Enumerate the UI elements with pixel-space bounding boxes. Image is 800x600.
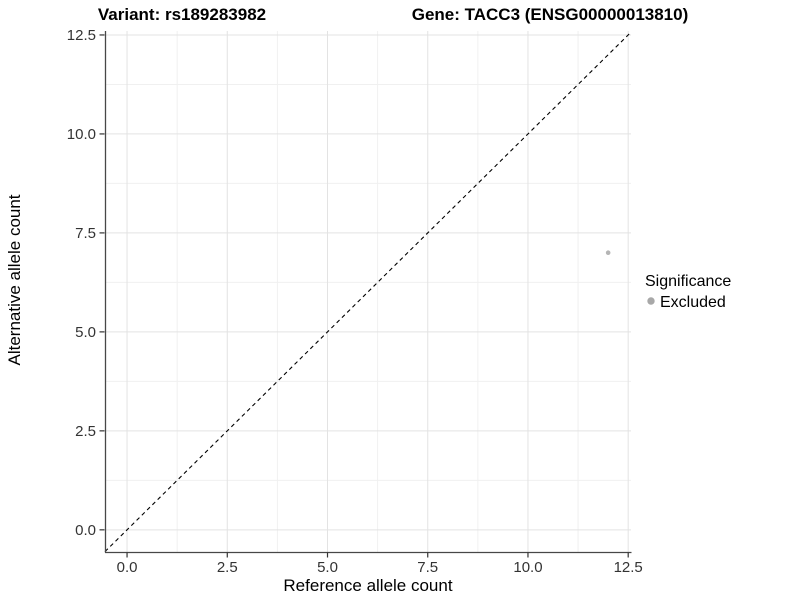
y-tick-label: 12.5 <box>67 27 96 44</box>
x-tick-label: 12.5 <box>614 559 643 576</box>
y-tick-label: 10.0 <box>67 126 96 143</box>
x-axis-ticks: 0.0 2.5 5.0 7.5 10.0 12.5 <box>117 552 643 576</box>
y-axis-title: Alternative allele count <box>5 194 24 365</box>
x-tick-label: 2.5 <box>217 559 238 576</box>
y-tick-label: 5.0 <box>75 324 96 341</box>
y-tick-label: 2.5 <box>75 423 96 440</box>
plot-title-variant: Variant: rs189283982 <box>98 5 266 24</box>
y-tick-label: 7.5 <box>75 225 96 242</box>
x-tick-label: 10.0 <box>513 559 542 576</box>
grid-major-lines <box>105 31 631 552</box>
legend: Significance Excluded <box>645 273 731 311</box>
x-tick-label: 7.5 <box>417 559 438 576</box>
plot-title-gene: Gene: TACC3 (ENSG00000013810) <box>412 5 689 24</box>
legend-label-excluded: Excluded <box>660 294 726 311</box>
y-tick-label: 0.0 <box>75 522 96 539</box>
legend-key-excluded-dot <box>647 297 655 305</box>
x-axis-title: Reference allele count <box>283 576 452 595</box>
x-tick-label: 5.0 <box>317 559 338 576</box>
grid-minor-lines <box>105 31 631 552</box>
x-tick-label: 0.0 <box>117 559 138 576</box>
data-point <box>605 250 611 256</box>
legend-title: Significance <box>645 273 731 290</box>
data-points <box>605 250 611 256</box>
y-axis-ticks: 0.0 2.5 5.0 7.5 10.0 12.5 <box>67 27 105 539</box>
identity-dashed-line <box>104 31 632 552</box>
